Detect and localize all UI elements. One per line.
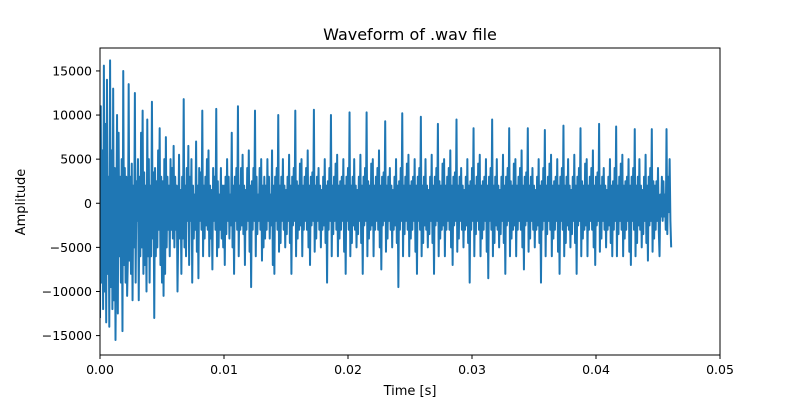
y-tick-label: −10000 xyxy=(42,284,92,299)
y-tick-label: −15000 xyxy=(42,328,92,343)
x-tick-label: 0.04 xyxy=(582,362,610,377)
x-axis-label: Time [s] xyxy=(383,384,437,399)
x-axis: 0.00 0.01 0.02 0.03 0.04 0.05 xyxy=(86,355,734,377)
x-tick-label: 0.00 xyxy=(86,362,114,377)
x-tick-label: 0.02 xyxy=(334,362,362,377)
waveform-series xyxy=(100,59,673,341)
y-axis: −15000 −10000 −5000 0 5000 10000 15000 xyxy=(42,63,100,343)
y-tick-label: 15000 xyxy=(52,63,92,78)
plot-frame xyxy=(99,47,721,356)
x-tick-label: 0.05 xyxy=(706,362,734,377)
x-tick-label: 0.01 xyxy=(210,362,238,377)
y-axis-label: Amplitude xyxy=(14,169,29,236)
waveform-line xyxy=(100,59,673,341)
y-tick-label: 5000 xyxy=(60,152,92,167)
y-tick-label: 10000 xyxy=(52,108,92,123)
x-tick-label: 0.03 xyxy=(458,362,486,377)
y-tick-label: 0 xyxy=(84,196,92,211)
y-tick-label: −5000 xyxy=(50,240,92,255)
chart-title: Waveform of .wav file xyxy=(323,25,497,44)
